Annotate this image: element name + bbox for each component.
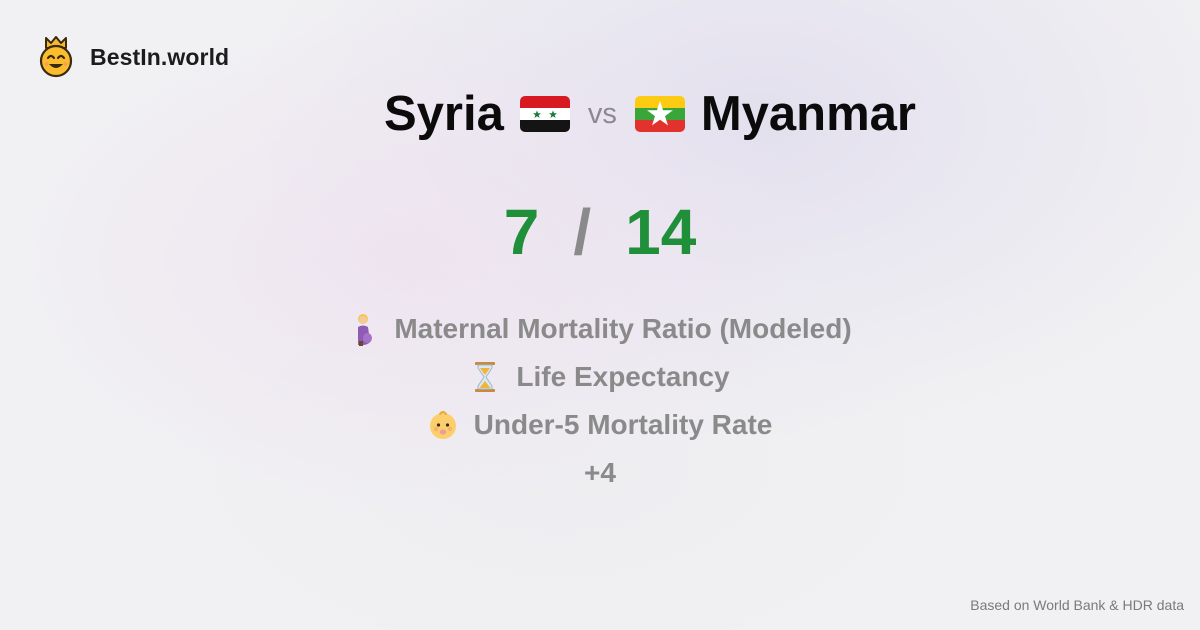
list-item[interactable]: Maternal Mortality Ratio (Modeled) xyxy=(348,312,852,346)
score-row: 7 / 14 xyxy=(0,195,1200,269)
data-source-note: Based on World Bank & HDR data xyxy=(970,597,1184,613)
vs-label: vs xyxy=(587,97,617,130)
syria-flag-icon xyxy=(519,96,570,132)
myanmar-flag-icon xyxy=(634,96,685,132)
list-item[interactable]: Life Expectancy xyxy=(470,360,730,394)
list-item[interactable]: Under-5 Mortality Rate xyxy=(428,408,773,442)
hourglass-icon xyxy=(475,362,496,392)
metric-label: Under-5 Mortality Rate xyxy=(473,409,773,440)
metric-label: Maternal Mortality Ratio (Modeled) xyxy=(394,313,852,344)
comparison-title: Syria vs Myanmar xyxy=(0,86,1200,142)
metric-label: Life Expectancy xyxy=(516,361,730,392)
baby-face-icon xyxy=(429,411,456,439)
pregnant-woman-icon xyxy=(358,314,373,346)
brand[interactable]: BestIn.world xyxy=(38,36,229,78)
left-score: 7 xyxy=(503,196,540,268)
metrics-list: Maternal Mortality Ratio (Modeled) Life … xyxy=(0,312,1200,490)
left-country-name[interactable]: Syria xyxy=(383,87,504,141)
more-metrics-count[interactable]: +4 xyxy=(584,457,616,488)
score-separator: / xyxy=(573,196,592,268)
right-score: 14 xyxy=(625,196,697,268)
smiling-crown-face-icon xyxy=(39,36,73,78)
right-country-name[interactable]: Myanmar xyxy=(700,87,916,141)
brand-name: BestIn.world xyxy=(90,43,230,70)
